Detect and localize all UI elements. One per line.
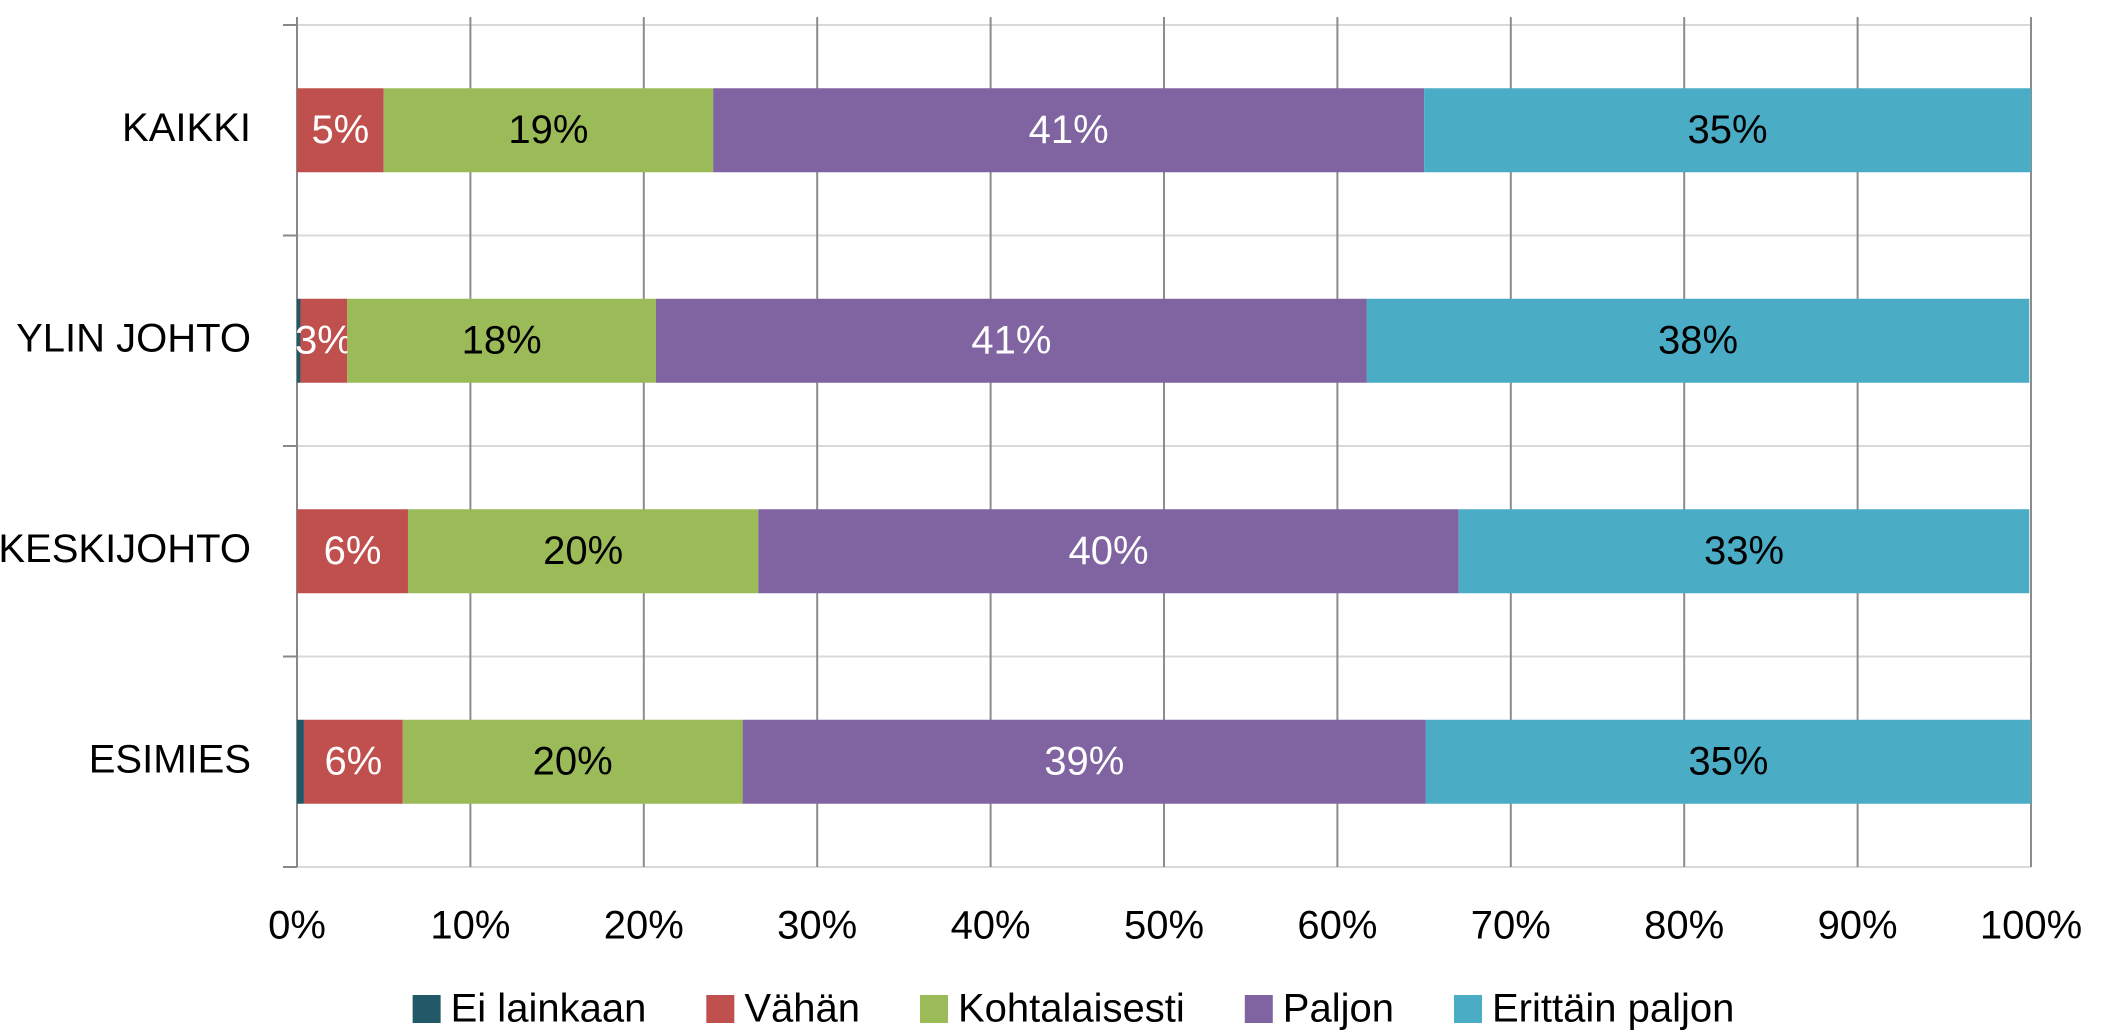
data-label: 40% <box>1068 529 1148 573</box>
x-tick-label: 0% <box>268 904 326 948</box>
bar-segment <box>402 719 743 804</box>
legend-label: Ei lainkaan <box>451 987 647 1030</box>
legend-label: Vähän <box>744 987 860 1030</box>
data-label: 41% <box>1029 108 1109 152</box>
bar-segment <box>758 509 1459 594</box>
bar-segment <box>407 509 759 594</box>
data-label: 35% <box>1688 108 1768 152</box>
bar-segment <box>297 298 301 383</box>
bar-segment <box>1424 88 2031 173</box>
data-label: 20% <box>533 739 613 783</box>
data-label: 3% <box>295 318 353 362</box>
x-tick-label: 50% <box>1124 904 1204 948</box>
legend-label: Kohtalaisesti <box>958 987 1185 1030</box>
bar-segment <box>1458 509 2030 594</box>
x-tick-label: 30% <box>777 904 857 948</box>
data-label: 39% <box>1044 739 1124 783</box>
data-label: 18% <box>462 318 542 362</box>
bar-segment <box>1425 719 2031 804</box>
bar-segment <box>347 298 656 383</box>
legend-label: Erittäin paljon <box>1492 987 1734 1030</box>
data-label: 6% <box>324 739 382 783</box>
x-tick-label: 10% <box>430 904 510 948</box>
data-label: 35% <box>1688 739 1768 783</box>
legend-label: Paljon <box>1283 987 1394 1030</box>
data-label: 33% <box>1704 529 1784 573</box>
bar-segment <box>655 298 1367 383</box>
legend-swatch <box>1244 995 1273 1023</box>
legend-swatch <box>412 995 441 1023</box>
y-tick-label: YLIN JOHTO <box>16 316 251 360</box>
x-tick-label: 90% <box>1818 904 1898 948</box>
bar-segment <box>713 88 1425 173</box>
bar-segment <box>297 88 384 173</box>
bar-segment <box>383 88 714 173</box>
data-label: 5% <box>311 108 369 152</box>
legend-swatch <box>706 995 735 1023</box>
x-tick-label: 80% <box>1644 904 1724 948</box>
bar-segment <box>303 719 403 804</box>
data-label: 41% <box>971 318 1051 362</box>
y-tick-label: KESKIJOHTO <box>0 527 251 571</box>
x-tick-label: 20% <box>604 904 684 948</box>
bar-segment <box>297 719 304 804</box>
legend-swatch <box>919 995 948 1023</box>
bar-segment <box>297 509 408 594</box>
bar-segment <box>742 719 1426 804</box>
legend-swatch <box>1453 995 1482 1023</box>
x-tick-label: 60% <box>1297 904 1377 948</box>
data-label: 38% <box>1658 318 1738 362</box>
y-tick-label: ESIMIES <box>89 737 251 781</box>
x-tick-label: 100% <box>1980 904 2082 948</box>
bar-segment <box>300 298 348 383</box>
data-label: 20% <box>543 529 623 573</box>
x-tick-label: 40% <box>951 904 1031 948</box>
x-tick-label: 70% <box>1471 904 1551 948</box>
data-label: 19% <box>508 108 588 152</box>
y-tick-label: KAIKKI <box>122 106 251 150</box>
data-label: 6% <box>324 529 382 573</box>
bar-segment <box>1366 298 2030 383</box>
